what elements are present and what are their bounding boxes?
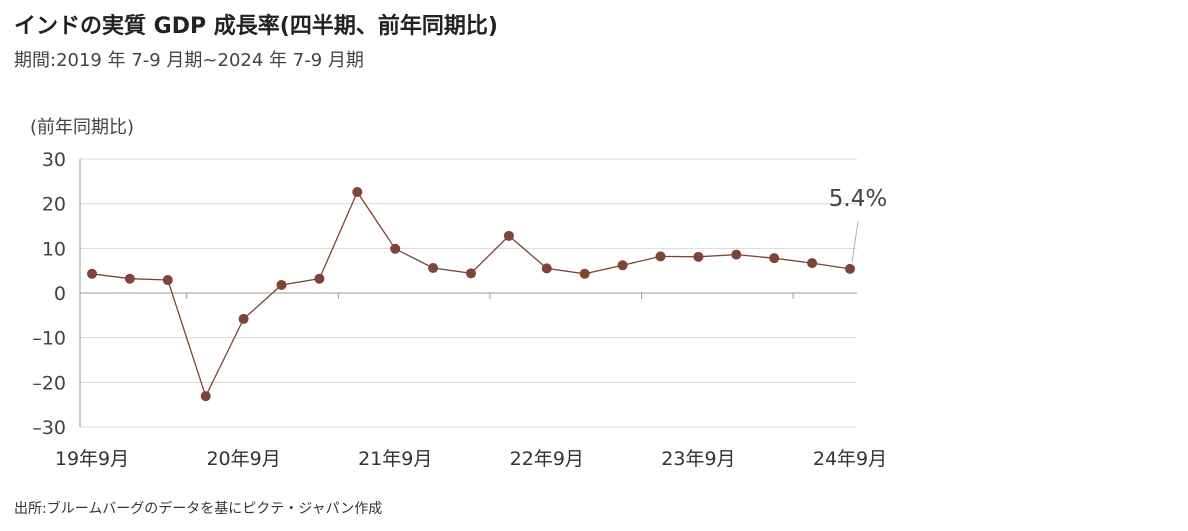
y-tick-label: 20 [42,194,66,216]
data-point [845,263,855,274]
y-tick-label: –20 [32,372,66,394]
source-note: 出所:ブルームバーグのデータを基にピクテ・ジャパン作成 [14,501,383,517]
data-point [655,251,666,262]
data-point [807,258,818,269]
data-point [314,273,325,284]
annotation: 5.4% [829,186,887,262]
y-tick-label: –30 [32,417,66,439]
y-axis-label: (前年同期比) [30,117,134,138]
data-point [503,230,514,241]
series-line [91,190,851,398]
data-point [124,273,135,284]
annotation-leader [851,221,859,262]
data-point [693,251,704,262]
grid-lines [80,158,857,428]
data-point [541,263,552,274]
x-tick-label: 20年9月 [206,448,280,470]
data-point [238,313,249,324]
chart-subtitle: 期間:2019 年 7-9 月期~2024 年 7-9 月期 [14,50,364,71]
y-tick-label: 30 [42,149,66,171]
data-point [428,262,439,273]
x-tick-label: 21年9月 [358,448,432,470]
x-tick-label: 22年9月 [510,448,584,470]
data-point [87,268,97,279]
y-tick-label: –10 [32,328,66,350]
data-point [162,275,173,286]
x-tick-label: 24年9月 [813,448,887,470]
x-tick-label: 19年9月 [55,448,129,470]
data-point [276,279,287,290]
annotation-label: 5.4% [829,186,887,212]
y-tick-label: 0 [54,283,66,305]
axes [79,159,857,427]
data-point [390,243,401,254]
data-point [579,268,590,279]
data-point [617,260,628,271]
series [91,190,851,398]
data-point [769,253,780,264]
data-point [731,249,742,260]
y-tick-label: 10 [42,238,66,260]
x-tick-label: 23年9月 [661,448,735,470]
data-point [200,391,211,402]
y-tick-labels: 30 20 10 0 –10 –20 –30 [32,149,66,439]
chart-title: インドの実質 GDP 成長率(四半期、前年同期比) [14,14,498,39]
data-point [466,268,476,279]
data-point [352,187,363,198]
x-tick-labels: 19年9月 20年9月 21年9月 22年9月 23年9月 24年9月 [55,448,887,470]
data-markers [87,187,855,402]
